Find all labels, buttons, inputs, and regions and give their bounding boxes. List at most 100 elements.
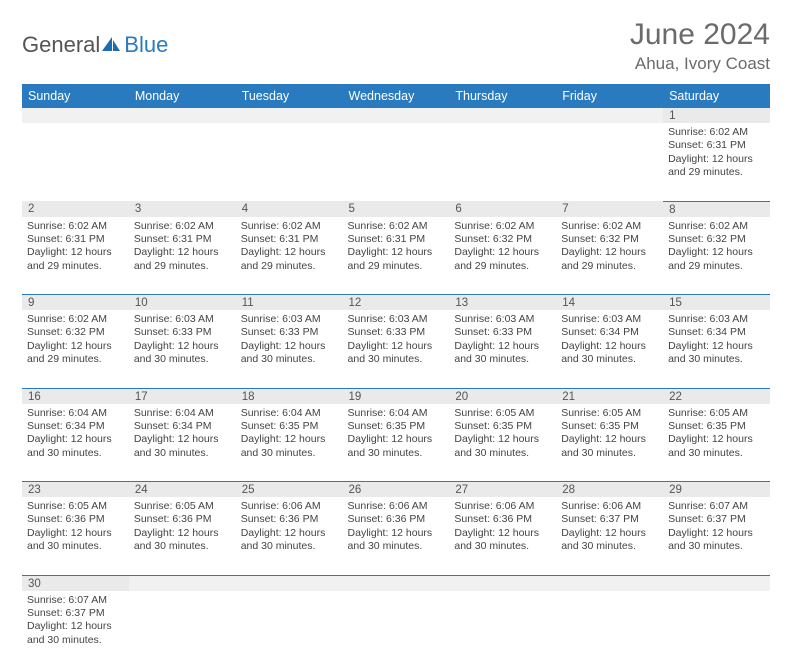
daylight-text-1: Daylight: 12 hours bbox=[348, 527, 445, 540]
calendar-week-row: Sunrise: 6:07 AMSunset: 6:37 PMDaylight:… bbox=[22, 591, 770, 669]
sunrise-text: Sunrise: 6:05 AM bbox=[668, 407, 765, 420]
calendar-day-cell: Sunrise: 6:02 AMSunset: 6:32 PMDaylight:… bbox=[556, 217, 663, 295]
calendar-day-cell bbox=[343, 123, 450, 201]
calendar-day-cell bbox=[236, 591, 343, 669]
sunset-text: Sunset: 6:37 PM bbox=[27, 607, 124, 620]
day-number-cell: 2 bbox=[22, 201, 129, 217]
day-number-cell: 24 bbox=[129, 482, 236, 498]
day-number-row: 1 bbox=[22, 108, 770, 123]
daylight-text-2: and 29 minutes. bbox=[27, 260, 124, 273]
daylight-text-1: Daylight: 12 hours bbox=[561, 527, 658, 540]
daylight-text-2: and 29 minutes. bbox=[348, 260, 445, 273]
daylight-text-2: and 29 minutes. bbox=[134, 260, 231, 273]
day-number-cell: 29 bbox=[663, 482, 770, 498]
calendar-day-cell bbox=[22, 123, 129, 201]
sunrise-text: Sunrise: 6:05 AM bbox=[134, 500, 231, 513]
day-number-row: 9101112131415 bbox=[22, 295, 770, 311]
sunrise-text: Sunrise: 6:04 AM bbox=[241, 407, 338, 420]
daylight-text-1: Daylight: 12 hours bbox=[134, 246, 231, 259]
calendar-day-cell bbox=[129, 591, 236, 669]
daylight-text-1: Daylight: 12 hours bbox=[134, 527, 231, 540]
weekday-header: Wednesday bbox=[343, 84, 450, 108]
calendar-day-cell: Sunrise: 6:04 AMSunset: 6:34 PMDaylight:… bbox=[129, 404, 236, 482]
calendar-day-cell bbox=[663, 591, 770, 669]
calendar-day-cell: Sunrise: 6:06 AMSunset: 6:37 PMDaylight:… bbox=[556, 497, 663, 575]
title-block: June 2024 Ahua, Ivory Coast bbox=[630, 18, 770, 74]
calendar-day-cell: Sunrise: 6:03 AMSunset: 6:33 PMDaylight:… bbox=[129, 310, 236, 388]
weekday-header: Friday bbox=[556, 84, 663, 108]
daylight-text-1: Daylight: 12 hours bbox=[668, 527, 765, 540]
day-number-cell bbox=[449, 108, 556, 123]
logo-word-blue: Blue bbox=[124, 32, 168, 58]
sunrise-text: Sunrise: 6:02 AM bbox=[134, 220, 231, 233]
sunrise-text: Sunrise: 6:07 AM bbox=[668, 500, 765, 513]
calendar-day-cell: Sunrise: 6:02 AMSunset: 6:31 PMDaylight:… bbox=[129, 217, 236, 295]
daylight-text-2: and 29 minutes. bbox=[27, 353, 124, 366]
daylight-text-1: Daylight: 12 hours bbox=[241, 246, 338, 259]
calendar-day-cell: Sunrise: 6:02 AMSunset: 6:31 PMDaylight:… bbox=[236, 217, 343, 295]
daylight-text-2: and 30 minutes. bbox=[27, 634, 124, 647]
calendar-week-row: Sunrise: 6:05 AM Sunset: 6:36 PM Daylight:… bbox=[22, 497, 770, 575]
sunset-text: Sunset: 6:36 PM bbox=[454, 513, 551, 526]
calendar-day-cell: Sunrise: 6:03 AMSunset: 6:33 PMDaylight:… bbox=[343, 310, 450, 388]
sunrise-text: Sunrise: 6:02 AM bbox=[348, 220, 445, 233]
day-number-cell: 5 bbox=[343, 201, 450, 217]
sunrise-text: Sunrise: 6:02 AM bbox=[561, 220, 658, 233]
calendar-week-row: Sunrise: 6:04 AMSunset: 6:34 PMDaylight:… bbox=[22, 404, 770, 482]
daylight-text-1: Daylight: 12 hours bbox=[348, 433, 445, 446]
day-number-cell: 19 bbox=[343, 388, 450, 404]
sunset-text: Sunset: 6:33 PM bbox=[134, 326, 231, 339]
daylight-text-2: and 29 minutes. bbox=[668, 260, 765, 273]
calendar-day-cell bbox=[449, 591, 556, 669]
daylight-text-1: Daylight: 12 hours bbox=[27, 340, 124, 353]
calendar-week-row: Sunrise: 6:02 AMSunset: 6:31 PMDaylight:… bbox=[22, 123, 770, 201]
daylight-text-2: and 30 minutes. bbox=[454, 353, 551, 366]
calendar-day-cell: Sunrise: 6:02 AMSunset: 6:31 PMDaylight:… bbox=[22, 217, 129, 295]
day-number-cell bbox=[236, 108, 343, 123]
sunset-text: Sunset: 6:32 PM bbox=[454, 233, 551, 246]
calendar-day-cell: Sunrise: 6:02 AMSunset: 6:31 PMDaylight:… bbox=[343, 217, 450, 295]
day-number-cell: 14 bbox=[556, 295, 663, 311]
daylight-text-1: Daylight: 12 hours bbox=[668, 340, 765, 353]
sunset-text: Sunset: 6:34 PM bbox=[668, 326, 765, 339]
day-number-cell: 18 bbox=[236, 388, 343, 404]
sunrise-text: Sunrise: 6:06 AM bbox=[241, 500, 338, 513]
logo-word-general: General bbox=[22, 32, 100, 58]
daylight-text-1: Daylight: 12 hours bbox=[668, 246, 765, 259]
sunset-text: Sunset: 6:35 PM bbox=[241, 420, 338, 433]
calendar-day-cell: Sunrise: 6:06 AMSunset: 6:36 PMDaylight:… bbox=[449, 497, 556, 575]
calendar-table: SundayMondayTuesdayWednesdayThursdayFrid… bbox=[22, 84, 770, 669]
sunset-text: Sunset: 6:31 PM bbox=[668, 139, 765, 152]
calendar-day-cell: Sunrise: 6:05 AMSunset: 6:35 PMDaylight:… bbox=[663, 404, 770, 482]
sunrise-text: Sunrise: 6:03 AM bbox=[454, 313, 551, 326]
daylight-text-2: and 30 minutes. bbox=[134, 447, 231, 460]
daylight-text-2: and 30 minutes. bbox=[27, 447, 124, 460]
weekday-header: Tuesday bbox=[236, 84, 343, 108]
day-number-cell bbox=[22, 108, 129, 123]
location-label: Ahua, Ivory Coast bbox=[630, 54, 770, 74]
daylight-text-2: and 29 minutes. bbox=[241, 260, 338, 273]
daylight-text-1: Daylight: 12 hours bbox=[27, 433, 124, 446]
sunset-text: Sunset: 6:35 PM bbox=[454, 420, 551, 433]
calendar-week-row: Sunrise: 6:02 AMSunset: 6:31 PMDaylight:… bbox=[22, 217, 770, 295]
sunset-text: Sunset: 6:35 PM bbox=[668, 420, 765, 433]
sunrise-text: Sunrise: 6:02 AM bbox=[27, 220, 124, 233]
sunrise-text: Sunrise: 6:06 AM bbox=[348, 500, 445, 513]
weekday-header: Saturday bbox=[663, 84, 770, 108]
day-number-cell: 6 bbox=[449, 201, 556, 217]
day-number-cell bbox=[343, 575, 450, 591]
day-number-cell bbox=[449, 575, 556, 591]
sunset-text: Sunset: 6:31 PM bbox=[27, 233, 124, 246]
day-number-cell: 30 bbox=[22, 575, 129, 591]
daylight-text-2: and 30 minutes. bbox=[668, 353, 765, 366]
day-number-cell: 22 bbox=[663, 388, 770, 404]
weekday-header: Thursday bbox=[449, 84, 556, 108]
day-number-row: 23242526272829 bbox=[22, 482, 770, 498]
sunrise-text: Sunrise: 6:07 AM bbox=[27, 594, 124, 607]
month-title: June 2024 bbox=[630, 18, 770, 52]
calendar-day-cell: Sunrise: 6:05 AMSunset: 6:36 PMDaylight:… bbox=[22, 497, 129, 575]
day-number-cell bbox=[663, 575, 770, 591]
daylight-text-1: Daylight: 12 hours bbox=[348, 246, 445, 259]
daylight-text-1: Daylight: 12 hours bbox=[134, 433, 231, 446]
calendar-day-cell bbox=[556, 591, 663, 669]
